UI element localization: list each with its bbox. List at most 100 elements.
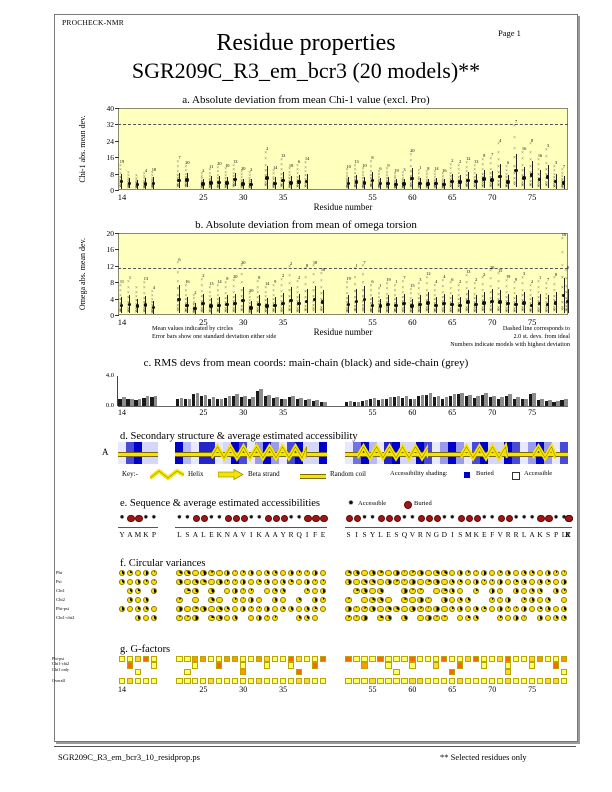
gfactor-overall-cell	[240, 678, 247, 685]
chart-a-wrap-data-mark: ×	[118, 183, 122, 189]
gfactor-cell	[256, 656, 263, 663]
chart-a-wrap-data-mark: ×	[489, 184, 493, 190]
chart-b-wrap-data-mark: ×	[134, 307, 138, 313]
chart-a-wrap-point-group: ×××××××××18	[150, 108, 158, 191]
chart-a-wrap-data-mark: ×	[304, 170, 307, 176]
chart-a-wrap-data-mark: ×	[457, 172, 461, 178]
gfactor-cell	[288, 656, 295, 663]
chart-a-wrap-data-mark: ×	[417, 178, 421, 184]
chart-a-wrap-data-mark: ×	[489, 172, 493, 178]
gfactor-cell	[134, 656, 142, 663]
chart-a-wrap-data-mark: ×	[224, 171, 228, 177]
chart-a-wrap-model-label: 13	[233, 159, 238, 165]
gfactor-overall-cell	[311, 678, 319, 685]
chart-g-xtick: 65	[448, 685, 457, 695]
gfactor-cell	[536, 656, 544, 663]
chart-b-wrap-data-mark: ×	[361, 288, 365, 294]
chart-b-wrap-data-mark: ×	[126, 296, 130, 302]
chart-a-wrap-point-group: ×××××××××20	[183, 108, 191, 190]
chart-a-wrap-mean-circle	[546, 175, 550, 179]
chart-a-wrap-data-mark: ×	[264, 163, 268, 169]
chart-a-wrap-model-label: 12	[466, 156, 471, 162]
chart-a-wrap-model-label: 6	[298, 159, 301, 165]
chart-a-wrap-data-mark: ×	[561, 182, 564, 188]
chart-a-wrap-xtick: 30	[239, 192, 248, 202]
chart-a-wrap-data-mark: ×	[481, 184, 485, 190]
chart-b-wrap-point-group: ×××××××××4	[150, 233, 158, 316]
chart-a-wrap-xtick: 65	[448, 192, 457, 202]
chart-b-wrap-data-mark: ×	[264, 295, 268, 301]
chart-a-wrap-data-mark: ×	[529, 158, 532, 164]
chart-a-wrap-data-mark: ×	[385, 167, 389, 172]
chart-a-wrap-data-mark: ×	[385, 185, 389, 191]
program-name: PROCHECK-NMR	[62, 18, 124, 27]
chart-a-wrap-mean-circle	[249, 182, 253, 186]
chart-a-wrap-data-mark: ×	[184, 183, 188, 189]
chart-a-wrap-data-mark: ×	[240, 173, 244, 179]
chart-a-wrap-mean-circle	[225, 181, 229, 185]
gfactor-cell	[441, 656, 448, 663]
chart-a-wrap-data-mark: ×	[184, 181, 188, 187]
chart-a-wrap-data-mark: ×	[505, 176, 508, 182]
chart-a-wrap-data-mark: ×	[304, 174, 307, 180]
chart-a-wrap-data-mark: ×	[361, 171, 365, 177]
chart-a-wrap-data-mark: ×	[489, 156, 493, 162]
chart-a-wrap-data-mark: ×	[513, 156, 516, 162]
chart-b-wrap-data-mark: ×	[200, 308, 204, 314]
chart-a-wrap-data-mark: ×	[537, 157, 540, 163]
chart-a-wrap-data-mark: ×	[561, 168, 564, 174]
chart-a-wrap-mean-circle	[402, 182, 406, 186]
chart-b-wrap-model-label: 13	[143, 276, 149, 282]
chart-b-wrap-data-mark: ×	[377, 308, 381, 314]
chart-a-wrap-data-mark: ×	[457, 168, 461, 174]
chart-a-wrap-data-mark: ×	[481, 172, 485, 178]
chart-b-wrap-data-mark: ×	[272, 305, 275, 311]
chart-a-wrap-model-label: 2	[202, 167, 205, 173]
chart-b-wrap-point-group: ×××××××××9	[564, 233, 572, 315]
gfactor-overall-cell	[176, 678, 183, 685]
gfactor-overall-cell	[393, 678, 400, 685]
chart-b-wrap-point-group: ×××××××××18	[311, 233, 319, 315]
chart-a-wrap-data-mark: ×	[208, 171, 212, 177]
chart-a-wrap-data-mark: ×	[441, 184, 445, 190]
chart-g-xtick: 35	[279, 685, 288, 695]
chart-a-wrap-data-mark: ×	[224, 174, 228, 180]
chart-a-wrap-data-mark: ×	[150, 184, 154, 190]
chart-b-wrap-data-mark: ×	[272, 310, 275, 316]
footer-filename: SGR209C_R3_em_bcr3_10_residprop.ps	[58, 752, 200, 762]
chart-a-wrap-data-mark: ×	[401, 176, 405, 182]
chart-a-wrap-data-mark: ×	[465, 165, 469, 171]
chart-a-wrap-data-mark: ×	[248, 184, 252, 190]
gfactor-cell	[216, 662, 223, 669]
chart-a-wrap-data-mark: ×	[537, 184, 540, 190]
chart-a-wrap-mean-circle	[265, 176, 269, 180]
chart-b-wrap-data-mark: ×	[353, 307, 357, 313]
chart-b-wrap-data-mark: ×	[304, 290, 307, 296]
chart-a-wrap-data-mark: ×	[353, 183, 357, 189]
gfactor-cell	[264, 656, 271, 663]
chart-b-wrap-data-mark: ×	[312, 281, 315, 287]
chart-b-wrap-data-mark: ×	[264, 310, 268, 316]
chart-b-wrap-point-group: ×××××××××13	[142, 233, 150, 315]
chart-a-wrap-data-mark: ×	[377, 185, 381, 191]
gfactor-cell	[401, 656, 408, 663]
gfactor-cell	[465, 656, 472, 663]
chart-a-wrap-data-mark: ×	[441, 180, 444, 185]
chart-b-wrap-data-mark: ×	[176, 279, 180, 285]
chart-a-wrap-data-mark: ×	[449, 162, 453, 168]
chart-a-wrap-data-mark: ×	[393, 177, 397, 183]
gfactor-cell	[393, 668, 400, 675]
chart-a-wrap-data-mark: ×	[425, 176, 429, 182]
chart-a-wrap-data-mark: ×	[481, 157, 485, 163]
chart-b-wrap-data-mark: ×	[288, 274, 291, 280]
chart-b-wrap-data-mark: ×	[296, 296, 299, 302]
chart-a-wrap-data-mark: ×	[304, 185, 307, 191]
chart-b-wrap-data-mark: ×	[320, 292, 323, 298]
gfactor-cell	[489, 656, 496, 663]
gfactor-cell	[497, 656, 504, 663]
chart-b-wrap-data-mark: ×	[361, 300, 365, 306]
chart-b-title: b. Absolute deviation from mean of omega…	[195, 219, 417, 231]
chart-a-wrap-ytick: 8	[110, 169, 114, 179]
chart-a-wrap-model-label: 20	[217, 161, 222, 167]
chart-a-wrap-data-mark: ×	[353, 175, 357, 181]
